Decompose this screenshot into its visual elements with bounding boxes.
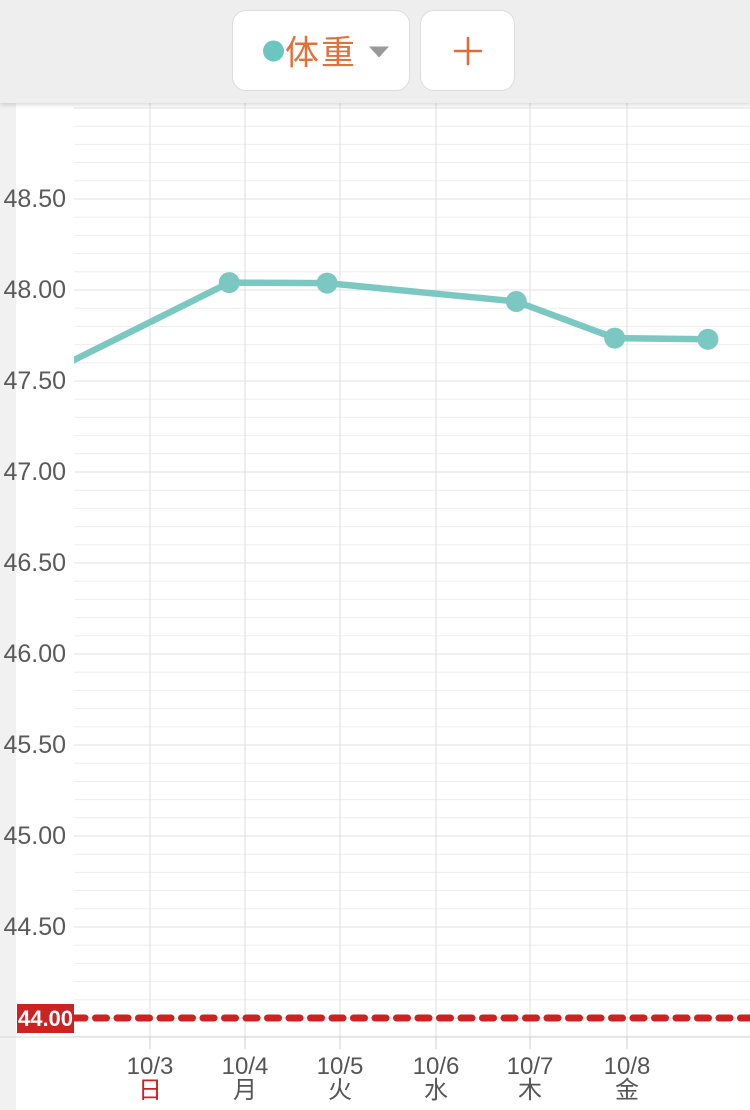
svg-text:48.00: 48.00 xyxy=(3,276,66,304)
svg-text:10/5: 10/5 xyxy=(317,1053,364,1080)
svg-text:44.50: 44.50 xyxy=(3,913,66,941)
svg-text:46.50: 46.50 xyxy=(3,549,66,577)
svg-text:10/8: 10/8 xyxy=(604,1053,651,1080)
svg-text:47.00: 47.00 xyxy=(3,458,66,486)
svg-text:火: 火 xyxy=(328,1077,352,1104)
svg-text:月: 月 xyxy=(233,1077,257,1104)
svg-text:45.50: 45.50 xyxy=(3,731,66,759)
svg-text:46.00: 46.00 xyxy=(3,640,66,668)
svg-text:45.00: 45.00 xyxy=(3,822,66,850)
svg-text:10/6: 10/6 xyxy=(413,1053,460,1080)
svg-text:木: 木 xyxy=(518,1077,542,1104)
svg-text:48.50: 48.50 xyxy=(3,185,66,213)
svg-text:日: 日 xyxy=(138,1077,162,1104)
svg-text:水: 水 xyxy=(424,1077,448,1104)
svg-text:10/3: 10/3 xyxy=(127,1053,174,1080)
svg-text:10/4: 10/4 xyxy=(222,1053,269,1080)
svg-text:47.50: 47.50 xyxy=(3,367,66,395)
svg-text:10/7: 10/7 xyxy=(507,1053,554,1080)
svg-text:金: 金 xyxy=(615,1077,639,1104)
